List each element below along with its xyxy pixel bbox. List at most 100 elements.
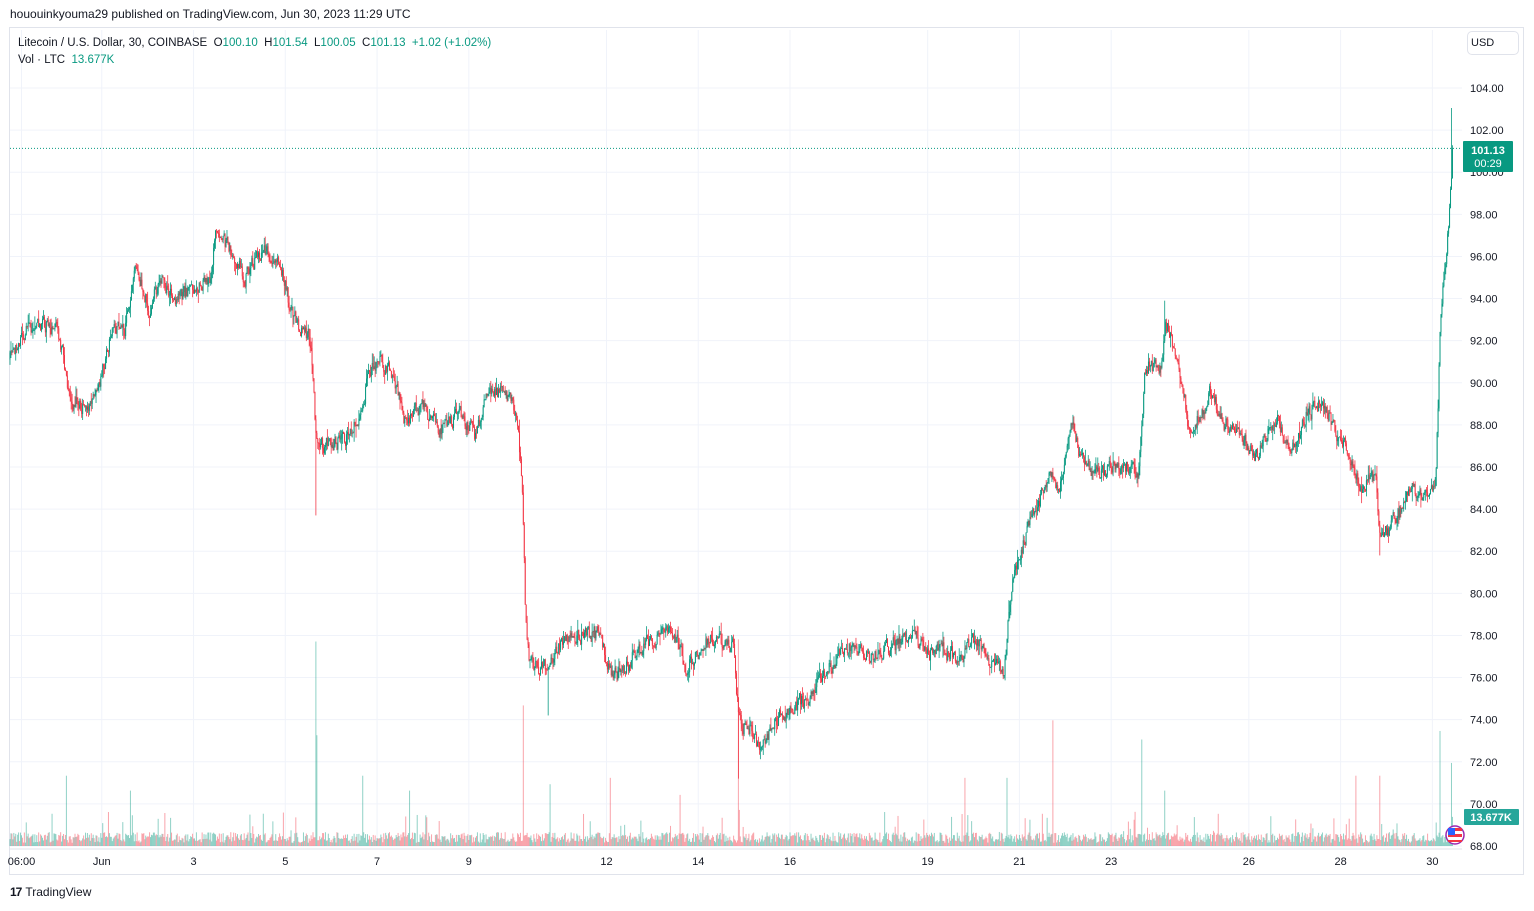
volume-bar xyxy=(1300,836,1302,846)
volume-bar xyxy=(11,833,13,846)
candle xyxy=(480,417,482,430)
candle xyxy=(64,367,66,372)
candle xyxy=(219,236,221,239)
volume-bar xyxy=(459,837,461,846)
volume-bar xyxy=(513,837,515,846)
volume-bar xyxy=(325,840,327,846)
volume-bar xyxy=(1326,836,1328,846)
candle-body xyxy=(1102,465,1104,469)
candle-body xyxy=(302,327,304,330)
candle-body xyxy=(517,420,519,426)
candle xyxy=(44,319,46,337)
candle xyxy=(269,253,271,264)
volume-bar xyxy=(1002,838,1004,846)
candle xyxy=(52,325,54,330)
candle-body xyxy=(330,438,332,448)
candle xyxy=(25,322,27,336)
volume-bar xyxy=(1079,835,1081,846)
candle xyxy=(34,316,36,335)
candle-body xyxy=(952,652,954,658)
candle-body xyxy=(275,259,277,263)
volume-bar xyxy=(1223,837,1225,846)
candle xyxy=(468,425,470,434)
volume-bar xyxy=(1327,834,1329,846)
volume-bar xyxy=(488,836,490,846)
volume-bar xyxy=(989,832,991,846)
candle-body xyxy=(710,634,712,644)
candle-body xyxy=(625,672,627,674)
volume-bar xyxy=(667,833,669,846)
volume-bar xyxy=(516,841,518,846)
candle xyxy=(92,391,94,400)
volume-bar xyxy=(1433,839,1435,846)
candle xyxy=(512,397,514,404)
candle-body xyxy=(63,355,65,370)
candle xyxy=(95,389,97,403)
volume-bar xyxy=(1261,841,1263,846)
candle-body xyxy=(1042,490,1044,494)
volume-bar xyxy=(660,839,662,846)
candle-body xyxy=(443,423,445,424)
volume-bar xyxy=(471,834,473,846)
candle xyxy=(509,391,511,399)
candle xyxy=(170,282,172,304)
volume-bar xyxy=(902,836,904,846)
candle-body xyxy=(635,656,637,659)
volume-bar xyxy=(904,832,906,846)
candle xyxy=(1096,464,1098,478)
candle xyxy=(1076,433,1078,442)
candle-body xyxy=(295,311,297,323)
volume-bar xyxy=(431,834,433,846)
publisher-line: hououinkyouma29 published on TradingView… xyxy=(10,7,411,21)
volume-bar xyxy=(72,837,74,846)
candle xyxy=(574,631,576,647)
volume-bar xyxy=(526,832,528,846)
candle xyxy=(39,322,41,329)
candle-body xyxy=(1063,464,1065,472)
volume-bar xyxy=(721,817,723,846)
candle-body xyxy=(929,654,931,661)
candle-body xyxy=(293,315,295,317)
volume-bar xyxy=(408,833,410,846)
candle-body xyxy=(22,334,24,340)
candle-body xyxy=(981,647,983,650)
candle xyxy=(352,431,354,434)
candle-body xyxy=(356,425,358,427)
volume-bar xyxy=(1412,834,1414,846)
candle xyxy=(1008,600,1010,622)
volume-bar xyxy=(733,835,735,846)
volume-bar xyxy=(266,841,268,846)
candle xyxy=(811,690,813,700)
candle xyxy=(1057,481,1059,493)
candle xyxy=(493,391,495,397)
volume-bar xyxy=(554,832,556,846)
volume-bar xyxy=(670,841,672,846)
candle xyxy=(513,396,515,415)
candle xyxy=(341,430,343,451)
candle-body xyxy=(738,712,740,713)
volume-bar xyxy=(1123,831,1125,846)
volume-bar xyxy=(981,834,983,846)
candle-body xyxy=(665,627,667,633)
candle-body xyxy=(623,665,625,673)
volume-bar xyxy=(29,837,31,846)
candle xyxy=(554,649,556,666)
candle xyxy=(821,673,823,683)
volume-bar xyxy=(702,826,704,846)
candle-body xyxy=(888,653,890,657)
candle xyxy=(1048,471,1050,484)
candle xyxy=(905,630,907,649)
volume-bar xyxy=(992,836,994,846)
volume-bar xyxy=(1331,839,1333,846)
candle-body xyxy=(1022,540,1024,554)
volume-bar xyxy=(930,836,932,846)
candle xyxy=(235,262,237,275)
volume-bar xyxy=(1044,839,1046,846)
volume-bar xyxy=(1108,833,1110,846)
candle-body xyxy=(788,714,790,716)
volume-bar xyxy=(606,842,608,846)
candle-body xyxy=(495,389,497,396)
volume-bar xyxy=(239,835,241,846)
candle-body xyxy=(150,307,152,314)
